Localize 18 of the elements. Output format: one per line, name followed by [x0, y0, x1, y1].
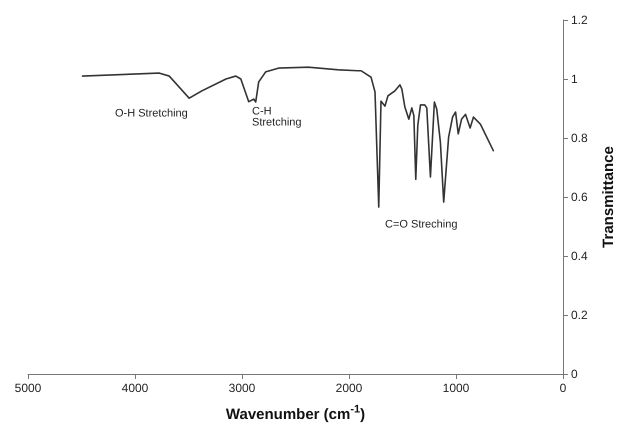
y-axis-title: Transmittance	[600, 146, 617, 248]
x-tick-label: 0	[560, 381, 567, 395]
x-tick-label: 4000	[122, 381, 149, 395]
y-tick-label: 0.8	[571, 131, 588, 145]
annotation: C-H Stretching	[252, 106, 302, 128]
y-tick-label: 0.6	[571, 190, 588, 204]
y-tick-label: 0	[571, 367, 578, 381]
y-tick-label: 0.2	[571, 308, 588, 322]
x-tick-label: 2000	[336, 381, 363, 395]
annotation: C=O Streching	[385, 218, 458, 230]
x-tick-label: 1000	[442, 381, 470, 395]
y-tick-label: 1	[571, 72, 578, 86]
line-series	[82, 66, 494, 208]
y-tick-label: 1.2	[571, 13, 588, 27]
x-tick-label: 5000	[14, 381, 42, 395]
annotation: O-H Stretching	[115, 108, 188, 120]
x-tick-label: 3000	[228, 381, 256, 395]
y-tick-label: 0.4	[571, 249, 588, 263]
